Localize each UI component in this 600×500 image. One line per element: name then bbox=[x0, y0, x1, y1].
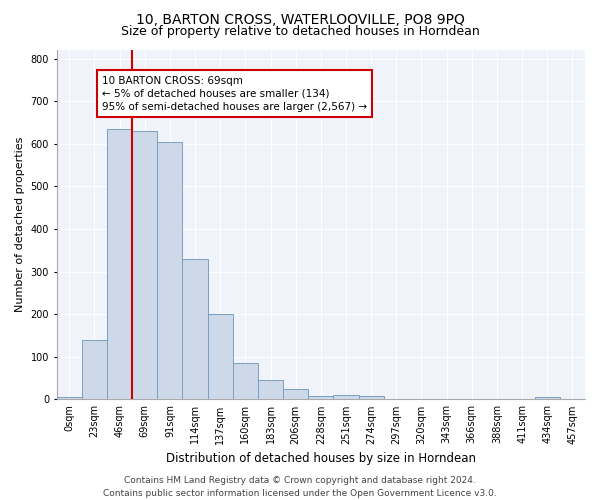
Text: 10 BARTON CROSS: 69sqm
← 5% of detached houses are smaller (134)
95% of semi-det: 10 BARTON CROSS: 69sqm ← 5% of detached … bbox=[102, 76, 367, 112]
Bar bbox=[334, 395, 359, 400]
Text: Size of property relative to detached houses in Horndean: Size of property relative to detached ho… bbox=[121, 25, 479, 38]
Bar bbox=[56, 398, 82, 400]
Bar bbox=[107, 129, 132, 400]
Bar bbox=[308, 396, 334, 400]
Y-axis label: Number of detached properties: Number of detached properties bbox=[15, 137, 25, 312]
Bar bbox=[535, 398, 560, 400]
Bar bbox=[283, 389, 308, 400]
Text: 10, BARTON CROSS, WATERLOOVILLE, PO8 9PQ: 10, BARTON CROSS, WATERLOOVILLE, PO8 9PQ bbox=[136, 12, 464, 26]
Bar bbox=[157, 142, 182, 400]
Bar bbox=[132, 131, 157, 400]
Bar bbox=[258, 380, 283, 400]
Bar bbox=[233, 363, 258, 400]
Bar bbox=[359, 396, 384, 400]
X-axis label: Distribution of detached houses by size in Horndean: Distribution of detached houses by size … bbox=[166, 452, 476, 465]
Bar bbox=[208, 314, 233, 400]
Bar bbox=[182, 259, 208, 400]
Text: Contains HM Land Registry data © Crown copyright and database right 2024.
Contai: Contains HM Land Registry data © Crown c… bbox=[103, 476, 497, 498]
Bar bbox=[82, 340, 107, 400]
